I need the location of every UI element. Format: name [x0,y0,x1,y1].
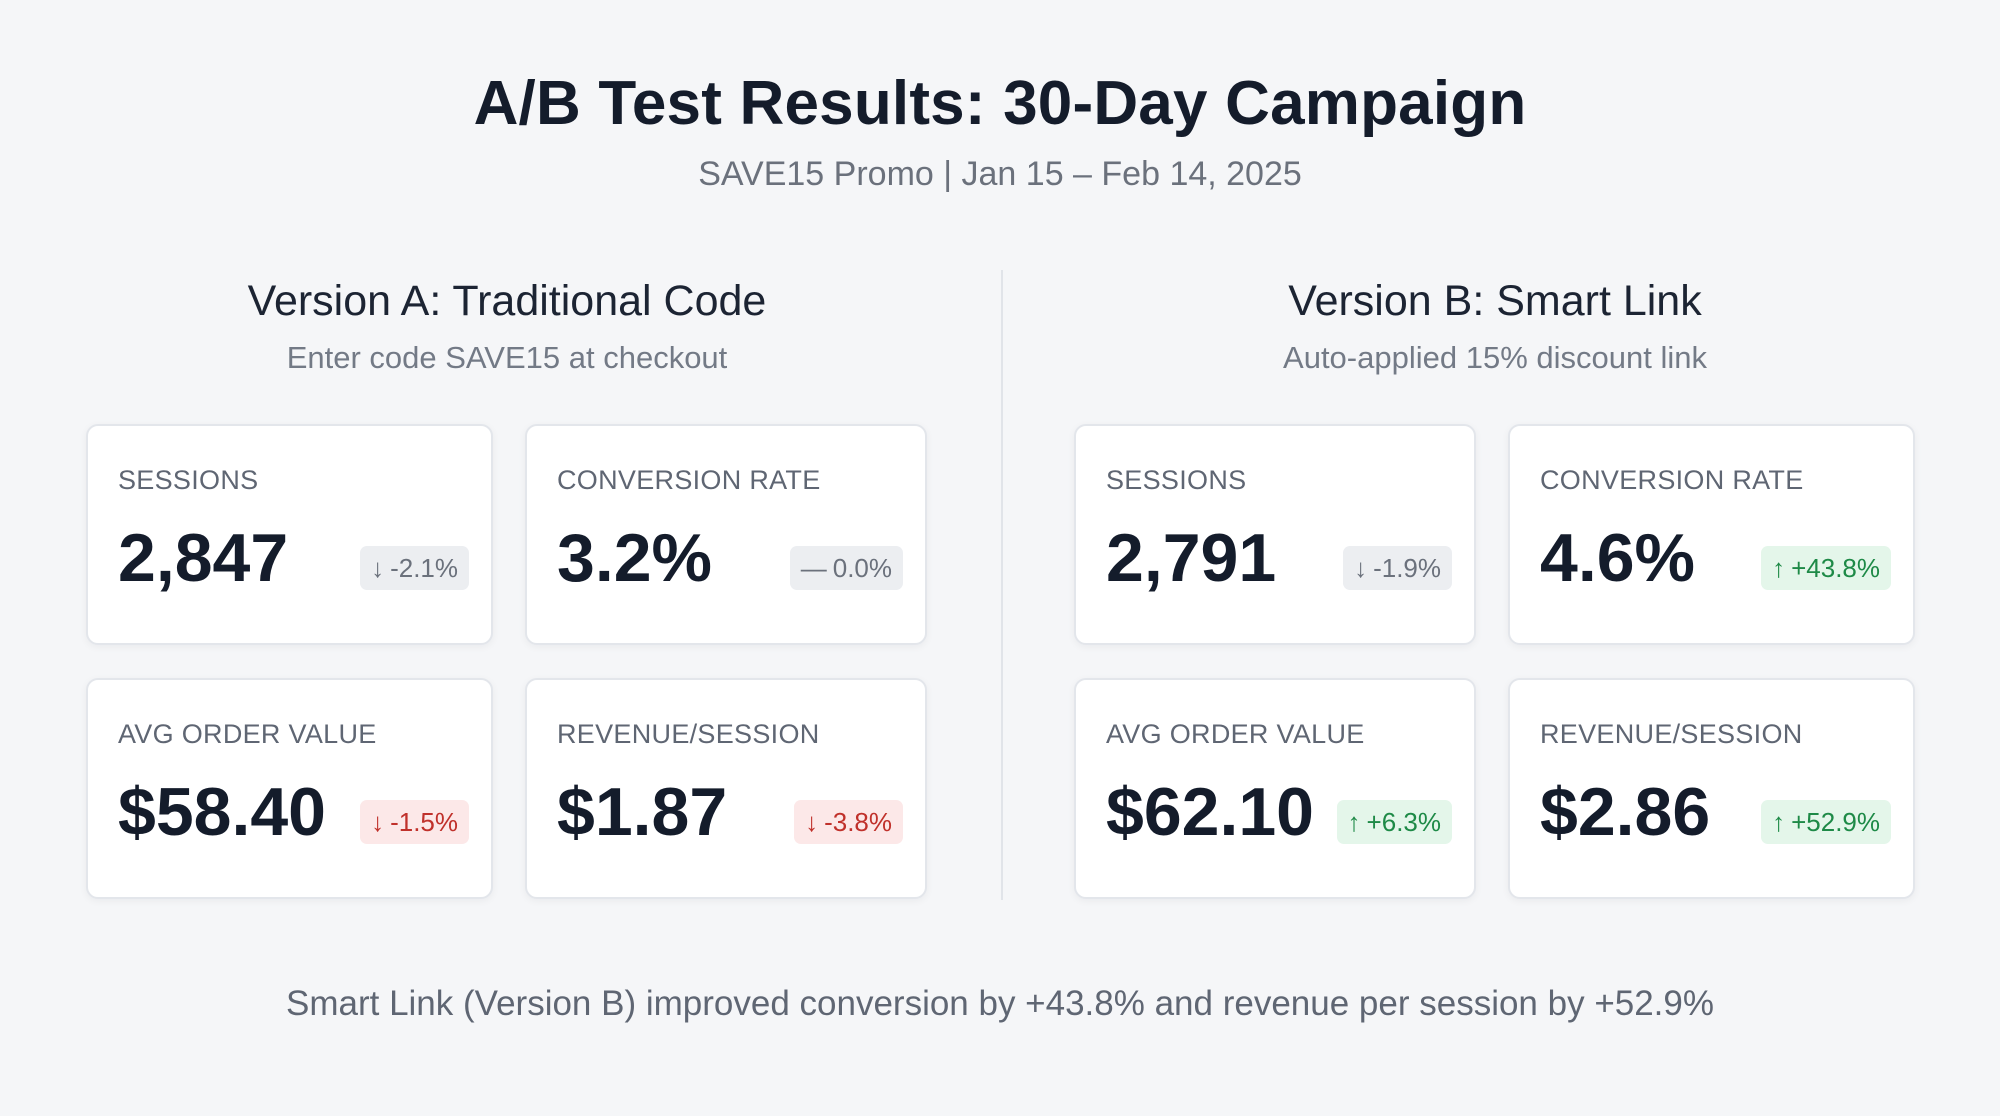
metric-label: CONVERSION RATE [557,465,821,495]
metric-label: SESSIONS [1106,465,1247,495]
version-a-sessions-card: SESSIONS 2,847 ↓ -2.1% [86,424,493,645]
metric-value: 2,847 [118,520,289,596]
change-badge: ↑ +6.3% [1336,800,1452,844]
metric-label: SESSIONS [118,465,259,495]
metric-value: $1.87 [557,774,728,850]
metric-label: REVENUE/SESSION [1540,719,1803,749]
page-subtitle: SAVE15 Promo | Jan 15 – Feb 14, 2025 [698,155,1302,194]
change-value: -3.8% [824,807,892,837]
version-a-aov-card: AVG ORDER VALUE $58.40 ↓ -1.5% [86,678,493,899]
version-b-aov-card: AVG ORDER VALUE $62.10 ↑ +6.3% [1074,678,1476,899]
change-value: +6.3% [1366,807,1441,837]
change-value: -1.5% [390,807,458,837]
version-divider [1001,270,1003,900]
page-header: A/B Test Results: 30-Day Campaign SAVE15… [0,69,2000,194]
metric-value: 4.6% [1540,520,1695,596]
arrow-down-icon: ↓ [1354,553,1368,583]
metric-label: AVG ORDER VALUE [1106,719,1365,749]
change-badge: ↓ -2.1% [360,546,469,590]
change-badge: ↑ +43.8% [1761,546,1891,590]
version-a-title: Version A: Traditional Code [247,277,767,325]
change-badge: —0.0% [789,546,903,590]
version-a-conversion-card: CONVERSION RATE 3.2% —0.0% [525,424,927,645]
change-value: -1.9% [1373,553,1441,583]
change-value: +43.8% [1791,553,1880,583]
change-badge: ↓ -1.5% [360,800,469,844]
metric-label: AVG ORDER VALUE [118,719,377,749]
arrow-down-icon: ↓ [371,807,385,837]
change-badge: ↓ -3.8% [794,800,903,844]
version-a-heading: Version A: Traditional Code Enter code S… [67,277,947,376]
arrow-down-icon: ↓ [805,807,819,837]
version-b-rps-card: REVENUE/SESSION $2.86 ↑ +52.9% [1508,678,1915,899]
version-a-rps-card: REVENUE/SESSION $1.87 ↓ -3.8% [525,678,927,899]
change-badge: ↓ -1.9% [1343,546,1452,590]
metric-value: $62.10 [1106,774,1314,850]
version-b-title: Version B: Smart Link [1288,277,1702,325]
metric-label: REVENUE/SESSION [557,719,820,749]
dash-icon: — [800,553,827,583]
version-b-conversion-card: CONVERSION RATE 4.6% ↑ +43.8% [1508,424,1915,645]
change-badge: ↑ +52.9% [1761,800,1891,844]
arrow-down-icon: ↓ [371,553,385,583]
metric-label: CONVERSION RATE [1540,465,1804,495]
version-b-heading: Version B: Smart Link Auto-applied 15% d… [1055,277,1935,376]
version-a-subtitle: Enter code SAVE15 at checkout [286,340,728,376]
change-value: +52.9% [1791,807,1880,837]
version-b-sessions-card: SESSIONS 2,791 ↓ -1.9% [1074,424,1476,645]
change-value: -2.1% [390,553,458,583]
page-title: A/B Test Results: 30-Day Campaign [473,69,1527,138]
version-b-subtitle: Auto-applied 15% discount link [1283,340,1707,376]
arrow-up-icon: ↑ [1347,807,1361,837]
summary-text: Smart Link (Version B) improved conversi… [286,984,1714,1023]
arrow-up-icon: ↑ [1772,807,1786,837]
change-value: 0.0% [832,553,892,583]
arrow-up-icon: ↑ [1772,553,1786,583]
metric-value: 3.2% [557,520,712,596]
metric-value: $2.86 [1540,774,1711,850]
metric-value: 2,791 [1106,520,1277,596]
metric-value: $58.40 [118,774,326,850]
